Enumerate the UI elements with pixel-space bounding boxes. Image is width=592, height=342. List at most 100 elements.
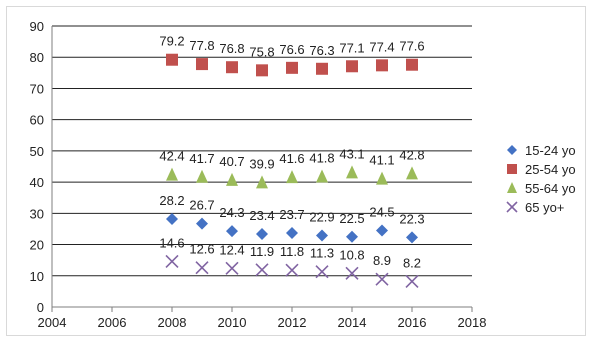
- data-point: [285, 263, 299, 277]
- x-tick-label: 2018: [458, 315, 487, 330]
- data-point: [315, 265, 329, 279]
- data-point: [166, 53, 178, 66]
- data-label: 22.3: [399, 211, 424, 226]
- data-label: 11.9: [250, 244, 274, 259]
- data-label: 8.9: [373, 253, 391, 268]
- legend-label: 55-64 yo: [525, 181, 576, 196]
- data-point-stroke: [195, 261, 209, 275]
- data-label: 22.5: [339, 211, 364, 226]
- data-point: [196, 217, 208, 230]
- data-point: [406, 166, 418, 180]
- data-point: [195, 261, 209, 275]
- y-tick-label: 70: [30, 81, 44, 96]
- data-point: [406, 58, 418, 71]
- data-point: [376, 224, 388, 237]
- y-tick-label: 30: [30, 206, 44, 221]
- data-label: 28.2: [159, 193, 184, 208]
- data-point: [256, 64, 268, 77]
- data-point: [406, 231, 418, 244]
- x-tick-label: 2006: [98, 315, 127, 330]
- data-label: 42.8: [399, 147, 424, 162]
- data-point: [196, 169, 208, 183]
- data-label: 11.8: [280, 244, 304, 259]
- data-point-stroke: [285, 263, 299, 277]
- legend-marker: [507, 164, 517, 174]
- x-tick-label: 2014: [338, 315, 367, 330]
- data-point: [256, 227, 268, 240]
- data-label: 76.3: [309, 43, 334, 58]
- data-point: [375, 272, 389, 286]
- legend-marker: [506, 201, 518, 213]
- data-label: 41.7: [189, 151, 214, 166]
- data-label: 40.7: [219, 154, 244, 169]
- data-label: 12.4: [219, 242, 244, 257]
- data-label: 43.1: [339, 146, 364, 161]
- data-label: 77.1: [339, 40, 364, 55]
- data-point-stroke: [225, 261, 239, 275]
- data-point: [316, 229, 328, 242]
- data-point: [376, 59, 388, 72]
- data-point: [346, 165, 358, 179]
- legend-label: 25-54 yo: [525, 162, 576, 177]
- data-label: 24.5: [369, 205, 394, 220]
- data-label: 79.2: [159, 34, 184, 49]
- data-label: 24.3: [219, 205, 244, 220]
- data-label: 14.6: [159, 235, 184, 250]
- y-tick-label: 90: [30, 19, 44, 34]
- data-point: [196, 58, 208, 71]
- data-point: [255, 263, 269, 277]
- data-label: 77.8: [189, 38, 214, 53]
- y-tick-label: 60: [30, 113, 44, 128]
- data-label: 11.3: [310, 246, 334, 261]
- data-label: 75.8: [249, 44, 274, 59]
- data-point: [376, 171, 388, 185]
- data-label: 76.8: [219, 41, 244, 56]
- x-tick-label: 2010: [218, 315, 247, 330]
- data-label: 10.8: [339, 247, 364, 262]
- data-point: [316, 169, 328, 183]
- data-point-stroke: [165, 254, 179, 268]
- y-tick-label: 50: [30, 144, 44, 159]
- x-tick-label: 2016: [398, 315, 427, 330]
- data-point: [345, 266, 359, 280]
- data-point: [166, 212, 178, 225]
- y-tick-label: 10: [30, 269, 44, 284]
- data-label: 26.7: [189, 198, 214, 213]
- data-label: 39.9: [249, 156, 274, 171]
- data-label: 42.4: [159, 149, 184, 164]
- data-label: 23.7: [279, 207, 304, 222]
- data-point: [165, 254, 179, 268]
- data-label: 41.8: [309, 150, 334, 165]
- data-label: 23.4: [249, 208, 274, 223]
- data-label: 22.9: [309, 210, 334, 225]
- data-label: 12.6: [189, 242, 214, 257]
- data-point: [286, 227, 298, 240]
- data-point: [405, 274, 419, 288]
- y-tick-label: 80: [30, 50, 44, 65]
- data-label: 77.4: [369, 39, 394, 54]
- legend-label: 15-24 yo: [525, 143, 576, 158]
- x-tick-label: 2004: [38, 315, 67, 330]
- data-label: 41.1: [369, 153, 394, 168]
- data-point-stroke: [345, 266, 359, 280]
- x-tick-label: 2012: [278, 315, 307, 330]
- data-label: 41.6: [279, 151, 304, 166]
- data-point: [226, 61, 238, 74]
- legend-marker: [507, 182, 517, 193]
- data-point: [225, 261, 239, 275]
- data-point: [286, 170, 298, 184]
- data-point-stroke: [255, 263, 269, 277]
- data-point: [226, 225, 238, 238]
- y-tick-label: 0: [37, 300, 44, 315]
- y-tick-label: 40: [30, 175, 44, 190]
- data-point-stroke: [315, 265, 329, 279]
- data-label: 77.6: [399, 39, 424, 54]
- data-point-stroke: [405, 274, 419, 288]
- chart-frame: [6, 6, 586, 336]
- data-point: [286, 61, 298, 74]
- data-point: [256, 175, 268, 189]
- x-tick-label: 2008: [158, 315, 187, 330]
- legend-marker-stroke: [506, 201, 518, 213]
- legend-label: 65 yo+: [525, 200, 564, 215]
